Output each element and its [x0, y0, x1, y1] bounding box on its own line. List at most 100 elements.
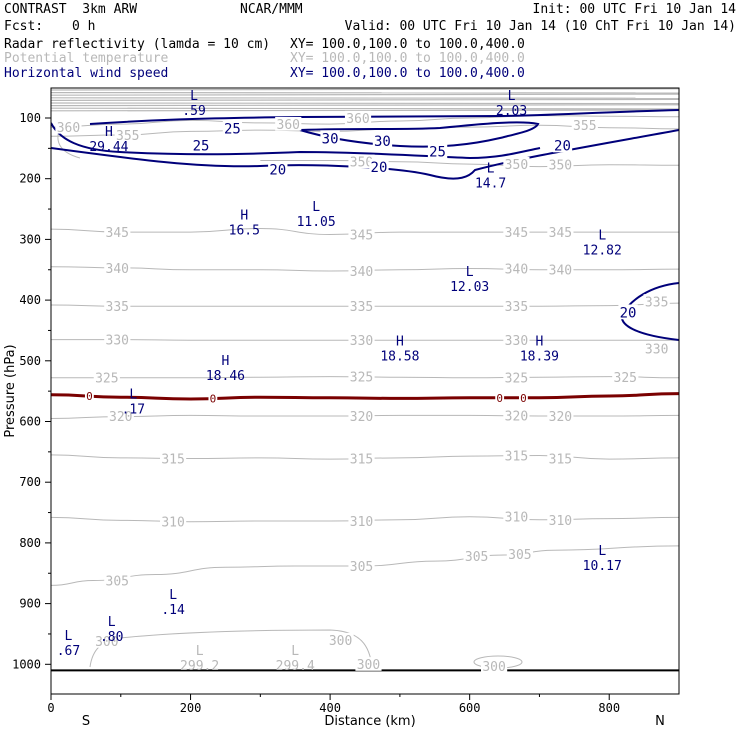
reflectivity-label: 0 [496, 392, 503, 405]
theta-contour-350 [260, 160, 679, 168]
wind-label: 25 [224, 122, 241, 138]
theta-label: 350 [350, 156, 373, 171]
reflectivity-label-bg [518, 391, 528, 404]
theta-label: 300 [482, 660, 505, 675]
extremum-value: 10.17 [583, 559, 622, 574]
theta-label-bg [547, 512, 574, 527]
wind-label-bg [618, 304, 638, 320]
wind-label: 30 [322, 131, 339, 147]
organization: NCAR/MMM [240, 2, 303, 17]
pressure-axis: 100 200 300 400 500 600 700 800 900 1000 [12, 111, 51, 671]
reflectivity-contour-0 [51, 392, 679, 401]
theta-label: 335 [106, 300, 129, 315]
theta-band-line [51, 98, 679, 102]
extremum-kind: L [487, 162, 495, 177]
theta-label-bg [503, 448, 530, 462]
theta-label-bg [503, 224, 530, 239]
extremum-value: 18.58 [380, 350, 419, 365]
extremum-value: 299.4 [276, 659, 315, 674]
y-tick-label: 200 [19, 172, 41, 186]
wind-label-bg [369, 158, 389, 174]
theta-label: 320 [549, 410, 572, 425]
reflectivity-label-bg [84, 389, 94, 402]
x-tick-label: 400 [319, 701, 341, 715]
extremum-value: 29.44 [89, 140, 128, 155]
extremum-kind: L [508, 89, 516, 104]
extremum-value: 12.82 [583, 243, 622, 258]
theta-label: 305 [350, 560, 373, 575]
theta-label: 320 [109, 410, 132, 425]
theta-band-line [51, 102, 679, 105]
init-time: Init: 00 UTC Fri 10 Jan 14 [532, 2, 737, 17]
y-tick-label: 400 [19, 293, 41, 307]
theta-label: 320 [505, 409, 528, 424]
theta-label-bg [506, 546, 533, 561]
wind-label: 20 [554, 139, 571, 155]
wind-label: 30 [374, 134, 391, 150]
theta-label-bg [160, 514, 187, 529]
theta-label: 300 [357, 658, 380, 673]
extremum-kind: H [536, 335, 544, 350]
extremum-kind: L [312, 200, 320, 215]
theta-label-bg [348, 263, 375, 278]
theta-label-bg [275, 116, 302, 131]
reflectivity-label-bg [208, 392, 218, 404]
y-tick-label: 800 [19, 536, 41, 550]
extremum-kind: L [598, 228, 606, 243]
y-tick-label: 300 [19, 232, 41, 246]
reflectivity-label: 0 [520, 392, 527, 405]
theta-label: 335 [645, 295, 668, 310]
theta-label: 330 [505, 334, 528, 349]
theta-label-bg [547, 157, 574, 172]
theta-label-bg [547, 224, 574, 239]
forecast-hour: 0 h [72, 19, 96, 34]
extremum-kind: H [240, 208, 248, 223]
y-tick-label: 500 [19, 354, 41, 368]
theta-label: 330 [106, 333, 129, 348]
field-xy-wind: XY= 100.0,100.0 to 100.0,400.0 [290, 66, 525, 81]
theta-label: 310 [350, 515, 373, 530]
field-name-wind: Horizontal wind speed [4, 66, 169, 81]
theta-label: 345 [350, 228, 373, 243]
theta-label: 300 [329, 634, 352, 649]
extremum-value: 299.2 [180, 659, 219, 674]
theta-label-bg [348, 451, 375, 466]
theta-label: 330 [350, 334, 373, 349]
wind-label: 25 [193, 139, 210, 155]
theta-label-bg [348, 154, 375, 169]
theta-label-bg [503, 333, 530, 347]
extremum-kind: L [169, 588, 177, 603]
x-tick-label: 0 [47, 701, 54, 715]
plot-border [50, 87, 680, 695]
theta-label: 325 [614, 371, 637, 386]
theta-label-bg [547, 408, 574, 423]
field-name-theta: Potential temperature [4, 51, 169, 66]
extremum-kind: H [222, 354, 230, 369]
theta-label: 340 [549, 264, 572, 279]
theta-label-bg [160, 451, 187, 466]
extremum-value: 11.05 [297, 215, 336, 230]
reflectivity-label: 0 [210, 393, 217, 406]
theta-label: 310 [549, 514, 572, 529]
wind-label: 25 [429, 145, 446, 161]
theta-label: 320 [350, 410, 373, 425]
plot-frame [50, 87, 680, 695]
theta-label: 360 [57, 121, 80, 136]
theta-label-bg [503, 156, 530, 171]
x-tick-label: 200 [180, 701, 202, 715]
extremum-kind: H [396, 335, 404, 350]
field-xy-theta: XY= 100.0,100.0 to 100.0,400.0 [290, 51, 525, 66]
extremum-kind: H [105, 125, 113, 140]
theta-label: 345 [106, 226, 129, 241]
theta-label-bg [348, 227, 375, 242]
theta-label: 315 [549, 452, 572, 467]
distance-axis: 0 200 400 600 800 [47, 694, 620, 715]
theta-band-line [51, 88, 679, 91]
theta-label: 335 [350, 300, 373, 315]
south-label: S [82, 714, 90, 729]
field-name-reflectivity: Radar reflectivity (lamda = 10 cm) [4, 37, 271, 52]
theta-label: 340 [350, 265, 373, 280]
wind-label-bg [427, 143, 448, 159]
